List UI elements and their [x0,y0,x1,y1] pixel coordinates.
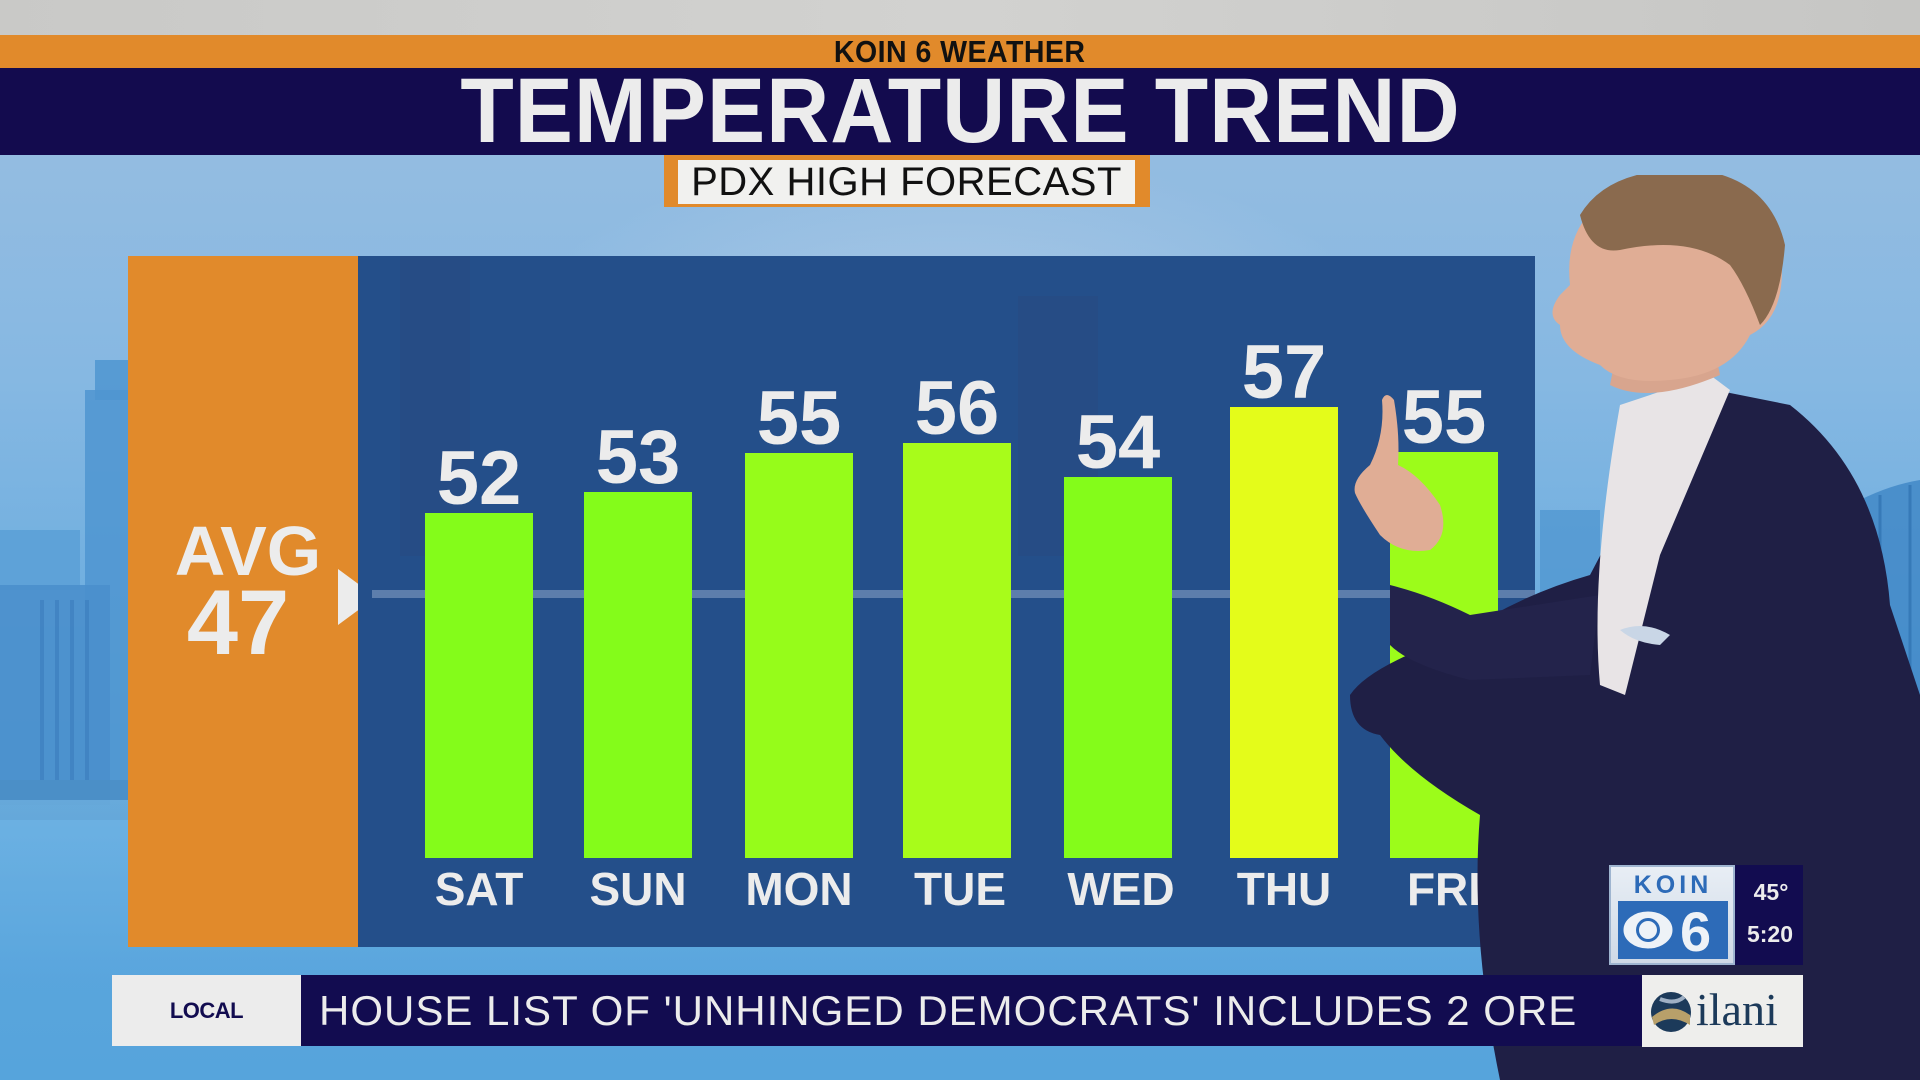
presenter-figure [1350,175,1920,1080]
ilani-emblem-icon [1651,992,1691,1032]
bar-value-wed: 54 [1075,400,1161,485]
bar-value-sun: 53 [595,415,681,500]
day-label-fri: FRI [1406,863,1482,915]
bar-value-mon: 55 [756,376,842,461]
ticker-headline: HOUSE LIST OF 'UNHINGED DEMOCRATS' INCLU… [319,987,1578,1034]
bar-value-tue: 56 [914,366,1000,451]
bar-tue [903,443,1011,858]
bar-wed [1064,477,1172,858]
station-logo: KOIN 6 [1609,865,1735,965]
average-value: 47 [186,572,290,674]
sponsor-logo: ilani [1642,975,1803,1047]
bar-sun [584,492,692,858]
average-panel: AVG 47 [128,256,376,947]
ghost-building [400,256,470,556]
sponsor-name: ilani [1696,984,1778,1035]
page-title: TEMPERATURE TREND [459,60,1461,162]
subtitle-box: PDX HIGH FORECAST [664,155,1150,207]
bar-sat [425,513,533,858]
subtitle-inner: PDX HIGH FORECAST [678,160,1135,204]
ticker-band: HOUSE LIST OF 'UNHINGED DEMOCRATS' INCLU… [301,975,1642,1046]
ticker-category: LOCAL [112,975,301,1046]
bar-value-thu: 57 [1241,330,1327,415]
bar-mon [745,453,853,858]
channel-number: 6 [1680,901,1711,959]
station-bug: KOIN 6 45° 5:20 [1609,865,1803,965]
title-band: TEMPERATURE TREND [0,60,1920,162]
bar-value-fri: 55 [1401,375,1487,460]
day-label-thu: THU [1236,863,1332,915]
top-bar [0,0,1920,35]
brand-label: KOIN 6 WEATHER [834,34,1086,69]
average-label: AVG [174,512,322,590]
day-label-sun: SUN [589,863,687,915]
current-temperature: 45° [1753,879,1789,905]
day-label-sat: SAT [434,863,524,915]
bar-value-sat: 52 [436,436,522,521]
page-subtitle: PDX HIGH FORECAST [691,159,1122,204]
bar-thu [1230,407,1338,858]
chart-panel: 52 SAT 53 SUN 55 MON 56 TUE 54 WED 57 TH… [358,256,1535,947]
station-network-label: KOIN [1633,871,1713,899]
ticker-category-label: LOCAL [169,997,244,1023]
day-label-wed: WED [1067,863,1175,915]
cbs-eye-icon: 6 [1618,900,1728,963]
brand-band: KOIN 6 WEATHER [0,35,1920,68]
current-time: 5:20 [1746,921,1794,947]
day-label-tue: TUE [914,863,1006,915]
day-label-mon: MON [745,863,853,915]
